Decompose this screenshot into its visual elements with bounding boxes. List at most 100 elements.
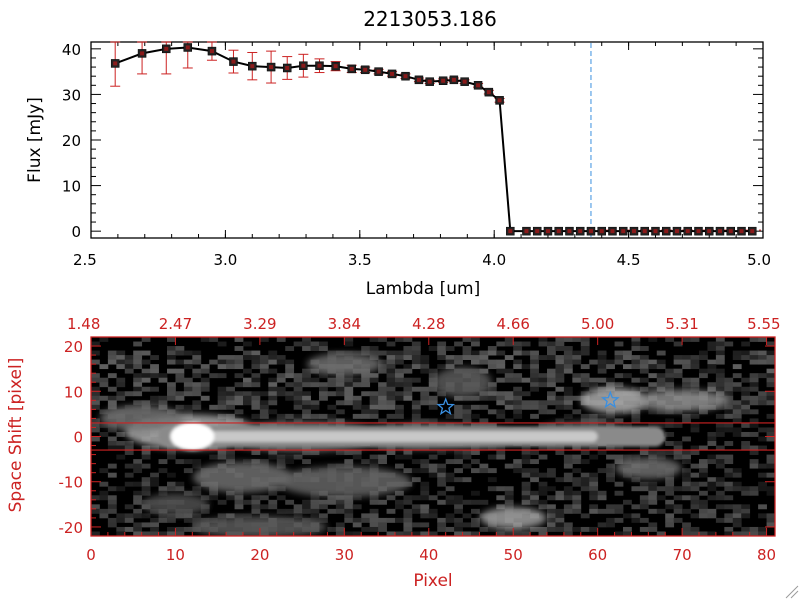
image-pixel [521,391,531,397]
image-pixel [741,431,751,437]
image-pixel [445,499,455,505]
image-pixel [369,346,379,351]
image-pixel [521,404,531,410]
image-pixel [141,337,151,342]
image-pixel [91,508,100,514]
image-pixel [133,499,143,505]
image-pixel [580,513,590,519]
image-pixel [547,391,556,397]
image-pixel [99,508,109,514]
image-pixel [580,450,590,455]
image-pixel [310,404,320,410]
image-pixel [639,359,649,365]
resize-grip-icon[interactable] [785,585,799,599]
image-pixel [547,504,556,510]
image-pixel [471,413,480,419]
bottom-xtick-label: 70 [673,546,692,564]
image-pixel [378,526,387,532]
image-pixel [487,445,497,451]
image-pixel [352,377,362,383]
image-pixel [133,468,143,474]
image-pixel [369,459,379,465]
image-pixel [682,472,691,478]
image-pixel [268,359,278,365]
image-pixel [555,522,565,528]
image-pixel [707,368,717,374]
image-pixel [352,531,362,536]
image-pixel [91,418,100,424]
image-pixel [403,346,413,351]
image-pixel [133,508,143,514]
image-pixel [732,382,742,388]
image-pixel [411,350,421,356]
image-pixel [707,481,717,487]
image-pixel [167,391,176,397]
flux-point-core [462,79,467,84]
image-pixel [150,522,159,528]
image-pixel [192,513,202,519]
top-ytick-label: 0 [71,223,81,241]
image-pixel [631,337,641,342]
image-pixel [133,463,143,469]
image-pixel [386,395,396,401]
image-pixel [513,377,523,383]
image-pixel [268,400,278,406]
image-pixel [563,477,573,483]
image-pixel [276,486,286,492]
image-pixel [724,517,734,523]
image-pixel [614,355,624,361]
image-pixel [538,404,548,410]
image-pixel [547,400,556,406]
image-pixel [699,499,708,505]
image-pixel [563,531,573,536]
image-pixel [395,490,404,496]
image-pixel [699,531,708,536]
image-pixel [707,508,717,514]
image-pixel [597,355,607,361]
image-pixel [496,368,506,374]
image-pixel [707,436,717,442]
image-pixel [378,368,387,374]
image-pixel [496,409,506,415]
image-pixel [268,409,278,415]
image-pixel [572,526,582,532]
image-pixel [302,377,311,383]
image-pixel [639,495,649,501]
image-pixel [167,513,176,519]
image-pixel [715,495,725,501]
image-pixel [648,422,658,428]
image-pixel [530,386,539,392]
image-pixel [496,526,506,532]
image-pixel [606,522,615,528]
image-pixel [732,355,742,361]
image-pixel [521,481,531,487]
image-pixel [268,382,278,388]
image-pixel [209,495,219,501]
image-pixel [547,409,556,415]
image-pixel [631,359,641,365]
image-pixel [766,391,775,397]
flux-point-core [567,229,572,234]
image-pixel [715,355,725,361]
image-pixel [251,404,261,410]
image-pixel [310,504,320,510]
image-pixel [403,364,413,370]
image-pixel [724,404,734,410]
image-pixel [302,391,311,397]
top-axis-label: 2.47 [159,315,192,333]
image-pixel [141,350,151,356]
image-pixel [167,526,176,532]
image-pixel [133,526,143,532]
image-pixel [107,350,117,356]
image-pixel [445,472,455,478]
image-pixel [420,463,430,469]
image-pixel [150,477,159,483]
image-pixel [707,486,717,492]
image-pixel [116,359,126,365]
image-pixel [656,450,666,455]
flux-point-core [674,229,679,234]
image-pixel [395,463,404,469]
image-pixel [200,386,210,392]
image-pixel [496,359,506,365]
